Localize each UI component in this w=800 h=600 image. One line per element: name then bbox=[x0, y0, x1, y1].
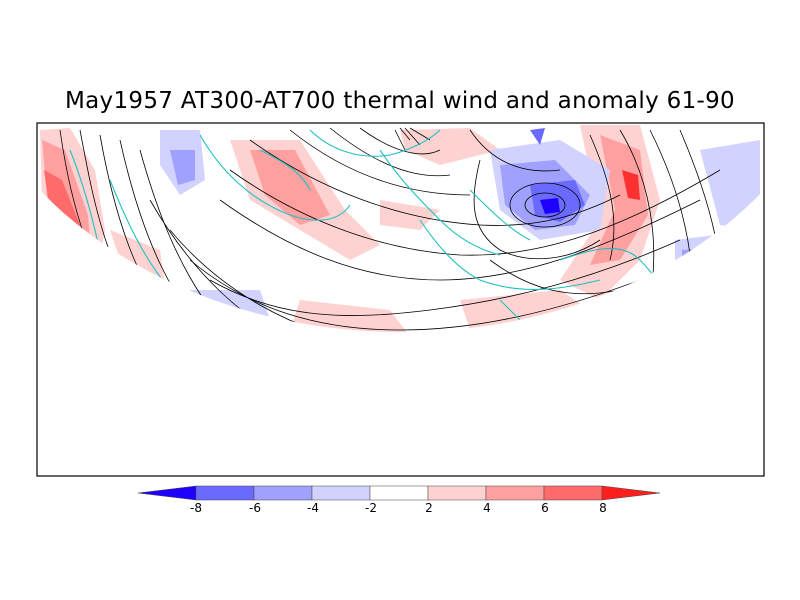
colorbar-segment bbox=[427, 485, 487, 501]
colorbar-segment bbox=[311, 485, 371, 501]
colorbar-label: 4 bbox=[483, 501, 491, 515]
colorbar-segment bbox=[485, 485, 545, 501]
colorbar-label: -4 bbox=[307, 501, 319, 515]
colorbar-segment bbox=[369, 485, 429, 501]
colorbar-label: 8 bbox=[599, 501, 607, 515]
colorbar-segment bbox=[601, 485, 661, 501]
map-frame bbox=[36, 122, 765, 477]
colorbar-label: 2 bbox=[425, 501, 433, 515]
colorbar-label: 6 bbox=[541, 501, 549, 515]
colorbar-segment bbox=[543, 485, 603, 501]
colorbar-label: -8 bbox=[190, 501, 202, 515]
colorbar-label: -2 bbox=[365, 501, 377, 515]
colorbar-segment bbox=[253, 485, 313, 501]
colorbar-segment bbox=[137, 485, 197, 501]
colorbar-label: -6 bbox=[249, 501, 261, 515]
map-title: May1957 AT300-AT700 thermal wind and ano… bbox=[65, 88, 735, 114]
colorbar bbox=[137, 485, 661, 501]
colorbar-segment bbox=[195, 485, 255, 501]
